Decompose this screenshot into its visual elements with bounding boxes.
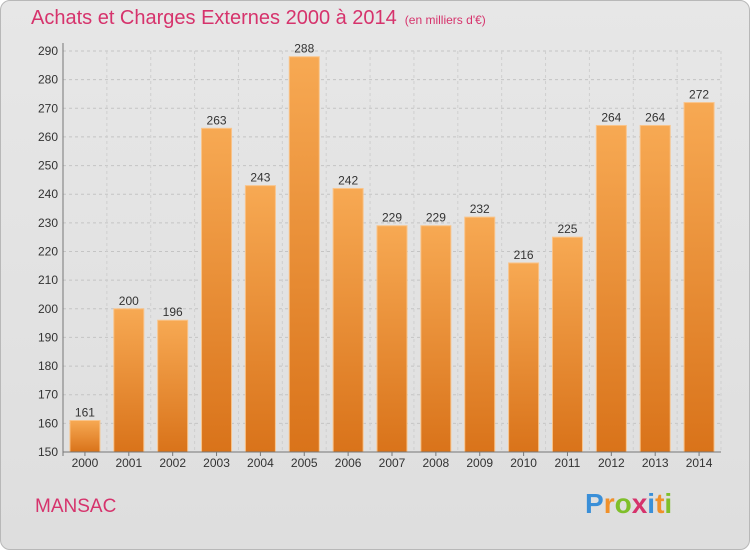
y-tick-label: 220 bbox=[38, 245, 58, 259]
bar bbox=[551, 236, 583, 453]
x-tick-label: 2001 bbox=[115, 456, 142, 470]
logo-letter: t bbox=[655, 488, 665, 519]
y-tick-label: 240 bbox=[38, 187, 58, 201]
data-label: 243 bbox=[250, 171, 270, 185]
bar bbox=[420, 225, 452, 453]
y-tick-label: 170 bbox=[38, 388, 58, 402]
logo-letter: o bbox=[614, 488, 632, 519]
x-tick-label: 2002 bbox=[159, 456, 186, 470]
x-tick-label: 2004 bbox=[247, 456, 274, 470]
y-tick-label: 150 bbox=[38, 445, 58, 459]
data-label: 288 bbox=[294, 42, 314, 56]
x-tick-label: 2009 bbox=[466, 456, 493, 470]
data-label: 263 bbox=[207, 113, 227, 127]
bar bbox=[376, 225, 408, 453]
bar bbox=[69, 419, 101, 453]
bar bbox=[244, 185, 276, 453]
x-tick-label: 2007 bbox=[379, 456, 406, 470]
y-tick-label: 280 bbox=[38, 73, 58, 87]
bar bbox=[288, 56, 320, 453]
x-tick-label: 2010 bbox=[510, 456, 537, 470]
y-tick-label: 230 bbox=[38, 216, 58, 230]
data-label: 229 bbox=[382, 211, 402, 225]
y-tick-label: 210 bbox=[38, 273, 58, 287]
bar bbox=[639, 124, 671, 453]
bar bbox=[683, 102, 715, 453]
logo-letter: i bbox=[647, 488, 656, 519]
x-tick-label: 2013 bbox=[642, 456, 669, 470]
chart-title-text: Achats et Charges Externes 2000 à 2014 bbox=[31, 7, 397, 29]
bar bbox=[332, 187, 364, 453]
town-name: MANSAC bbox=[35, 496, 117, 517]
y-tick-label: 160 bbox=[38, 416, 58, 430]
bar bbox=[508, 262, 540, 453]
data-label: 229 bbox=[426, 211, 446, 225]
y-tick-label: 260 bbox=[38, 130, 58, 144]
x-tick-label: 2000 bbox=[72, 456, 99, 470]
data-label: 225 bbox=[557, 222, 577, 236]
logo-letter: r bbox=[603, 488, 615, 519]
x-tick-label: 2003 bbox=[203, 456, 230, 470]
data-label: 264 bbox=[645, 110, 665, 124]
y-tick-label: 270 bbox=[38, 101, 58, 115]
bars: 161 200 196 263 243 288 242 229 229 232 216 225 264 2… bbox=[69, 42, 715, 453]
bar bbox=[464, 216, 496, 453]
y-tick-label: 290 bbox=[38, 44, 58, 58]
data-label: 264 bbox=[601, 110, 621, 124]
y-tick-label: 250 bbox=[38, 159, 58, 173]
logo-letter: x bbox=[631, 488, 648, 519]
logo-letter: P bbox=[585, 488, 604, 519]
x-tick-label: 2008 bbox=[423, 456, 450, 470]
bar bbox=[595, 124, 627, 453]
chart-title-unit: (en milliers d'€) bbox=[404, 13, 486, 27]
logo-letter: i bbox=[664, 488, 673, 519]
x-tick-label: 2014 bbox=[686, 456, 713, 470]
data-label: 216 bbox=[514, 248, 534, 262]
bar bbox=[113, 308, 145, 453]
y-tick-label: 180 bbox=[38, 359, 58, 373]
x-tick-label: 2011 bbox=[555, 456, 581, 470]
y-tick-label: 190 bbox=[38, 330, 58, 344]
x-tick-label: 2012 bbox=[598, 456, 625, 470]
bar bbox=[201, 127, 233, 453]
data-label: 242 bbox=[338, 173, 358, 187]
x-tick-label: 2006 bbox=[335, 456, 362, 470]
y-tick-label: 200 bbox=[38, 302, 58, 316]
chart-title: Achats et Charges Externes 2000 à 2014 (e… bbox=[31, 7, 486, 30]
data-label: 232 bbox=[470, 202, 490, 216]
bar bbox=[157, 319, 189, 453]
proxiti-logo: Proxiti bbox=[585, 488, 672, 520]
data-label: 272 bbox=[689, 88, 709, 102]
axes: 150 160 170 180 190 200 210 220 230 240 250 260 270 2… bbox=[38, 43, 721, 470]
data-label: 161 bbox=[75, 405, 95, 419]
x-tick-label: 2005 bbox=[291, 456, 318, 470]
data-label: 200 bbox=[119, 294, 139, 308]
data-label: 196 bbox=[163, 305, 183, 319]
